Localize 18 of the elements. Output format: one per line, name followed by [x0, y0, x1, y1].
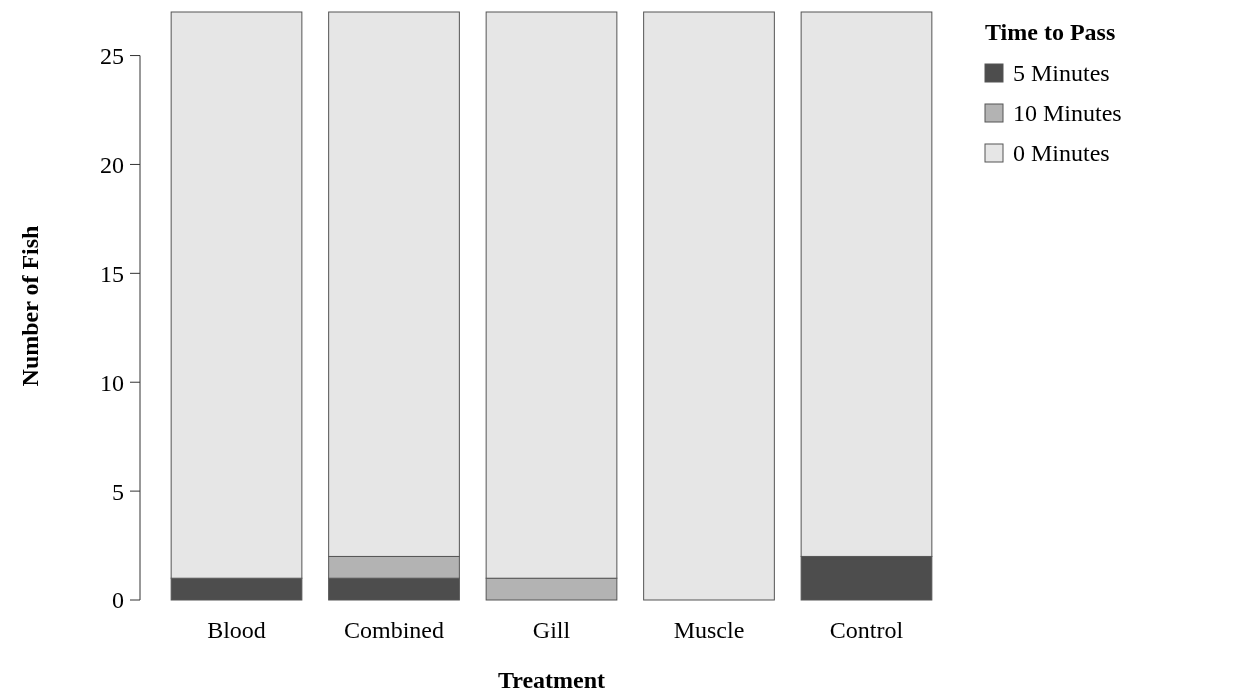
x-tick-label: Gill [532, 617, 571, 643]
y-tick-label: 5 [112, 478, 124, 505]
y-tick-label: 20 [100, 151, 124, 178]
bar [643, 11, 775, 601]
x-axis-title: Treatment [497, 667, 606, 693]
y-tick-label: 15 [100, 260, 124, 287]
legend-label: 5 Minutes [1013, 60, 1110, 87]
legend-label: 0 Minutes [1013, 140, 1110, 167]
x-tick-label: Combined [344, 617, 445, 643]
y-axis-title: Number of Fish [17, 225, 43, 387]
x-tick-label: Blood [207, 617, 266, 643]
legend-title: Time to Pass [985, 19, 1116, 45]
legend-label: 10 Minutes [1013, 100, 1122, 127]
x-tick-label: Control [829, 617, 904, 643]
x-tick-label: Muscle [673, 617, 745, 643]
y-tick-label: 25 [100, 42, 124, 69]
y-tick-label: 0 [112, 587, 124, 614]
y-tick-label: 10 [100, 369, 124, 396]
